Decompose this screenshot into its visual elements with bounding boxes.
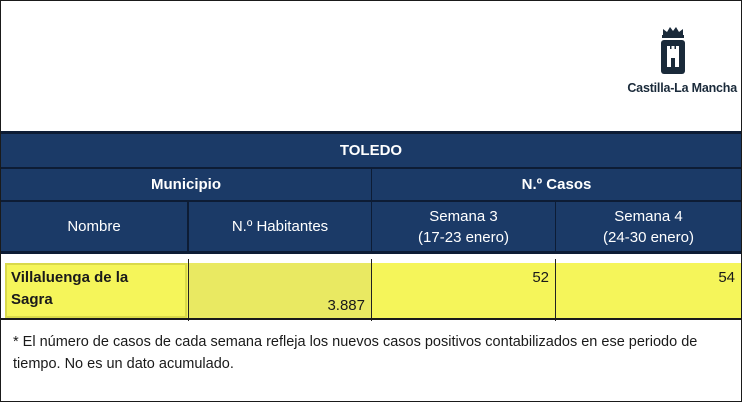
row-bottom-border: [1, 318, 741, 320]
col-header-semana4: Semana 4 (24-30 enero): [556, 202, 741, 251]
row-vsep-1: [188, 259, 189, 321]
castilla-la-mancha-logo: Castilla-La Mancha: [617, 25, 737, 101]
cell-habitantes: 3.887: [189, 263, 371, 318]
cell-habitantes-value: 3.887: [327, 297, 365, 314]
header-vsep-semana: [555, 202, 556, 251]
group-municipio-header: Municipio: [151, 176, 221, 193]
col-header-nombre: Nombre: [67, 218, 121, 235]
cell-semana3-value: 52: [532, 269, 549, 286]
cell-semana3: 52: [372, 263, 555, 318]
cell-nombre-line2: Sagra: [11, 291, 53, 308]
header-vsep-nombre: [187, 202, 189, 251]
group-casos-header: N.º Casos: [521, 176, 592, 193]
header-bottom-border: [1, 251, 741, 254]
province-title: TOLEDO: [339, 142, 403, 159]
province-header: TOLEDO: [1, 134, 741, 167]
cell-semana4-value: 54: [718, 269, 735, 286]
col-header-semana4-dates: (24-30 enero): [603, 228, 694, 246]
col-header-semana3-dates: (17-23 enero): [418, 228, 509, 246]
col-header-semana3-title: Semana 3: [429, 207, 498, 225]
cell-nombre: Villaluenga de la Sagra: [5, 263, 187, 318]
logo-text: Castilla-La Mancha: [627, 81, 737, 95]
castle-crest-icon: [661, 27, 685, 74]
row-vsep-2: [371, 259, 372, 321]
header-vsep-casos: [371, 169, 372, 251]
footnote: * El número de casos de cada semana refl…: [13, 334, 698, 372]
cell-nombre-line1: Villaluenga de la: [11, 269, 129, 286]
table-row: Villaluenga de la Sagra 3.887 52 54: [5, 263, 741, 318]
row-vsep-3: [555, 259, 556, 321]
col-header-semana3: Semana 3 (17-23 enero): [372, 202, 555, 251]
header-top-border: [1, 131, 741, 134]
header-divider-1: [1, 167, 741, 169]
col-header-semana4-title: Semana 4: [614, 207, 683, 225]
cell-semana4: 54: [556, 263, 741, 318]
col-header-habitantes: N.º Habitantes: [231, 218, 329, 235]
